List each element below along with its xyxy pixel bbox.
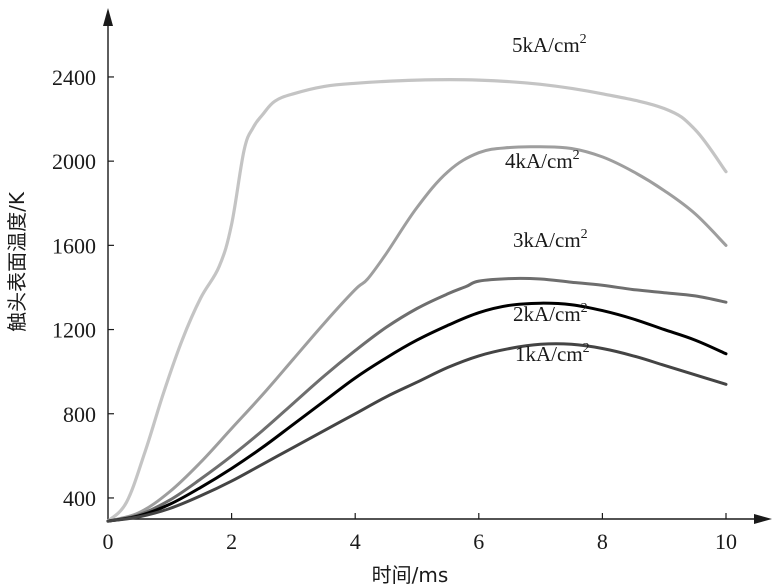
series-labels: 5kA/cm2 4kA/cm2 3kA/cm2 2kA/cm2 1kA/cm2 <box>505 32 590 366</box>
y-tick-label: 2000 <box>52 149 96 174</box>
series-line <box>106 77 728 523</box>
axis-ticks: 0 2 4 6 8 10 400 800 1200 1600 2000 2400 <box>52 65 737 554</box>
y-axis-title: 触头表面温度/K <box>5 191 29 332</box>
x-tick-label: 2 <box>226 529 237 554</box>
y-tick-label: 1200 <box>52 318 96 343</box>
x-axis-title: 时间/ms <box>372 563 449 587</box>
y-tick-label: 2400 <box>52 65 96 90</box>
series-label: 2kA/cm2 <box>513 301 588 326</box>
x-tick-label: 0 <box>103 529 114 554</box>
y-axis-arrow <box>103 8 113 26</box>
y-tick-label: 1600 <box>52 233 96 258</box>
y-tick-label: 400 <box>63 486 96 511</box>
x-tick-label: 8 <box>597 529 608 554</box>
x-tick-label: 6 <box>473 529 484 554</box>
x-tick-label: 4 <box>350 529 361 554</box>
series-label: 1kA/cm2 <box>515 341 590 366</box>
series-label: 3kA/cm2 <box>513 227 588 252</box>
series-label: 5kA/cm2 <box>512 32 587 57</box>
series-line <box>106 301 728 523</box>
series-lines <box>106 77 728 523</box>
series-line <box>106 276 728 523</box>
x-axis-arrow <box>754 514 772 524</box>
x-tick-label: 10 <box>715 529 737 554</box>
series-line <box>106 145 728 523</box>
series-label: 4kA/cm2 <box>505 148 580 173</box>
chart-axes <box>103 8 772 524</box>
y-tick-label: 800 <box>63 402 96 427</box>
series-line <box>106 342 728 523</box>
